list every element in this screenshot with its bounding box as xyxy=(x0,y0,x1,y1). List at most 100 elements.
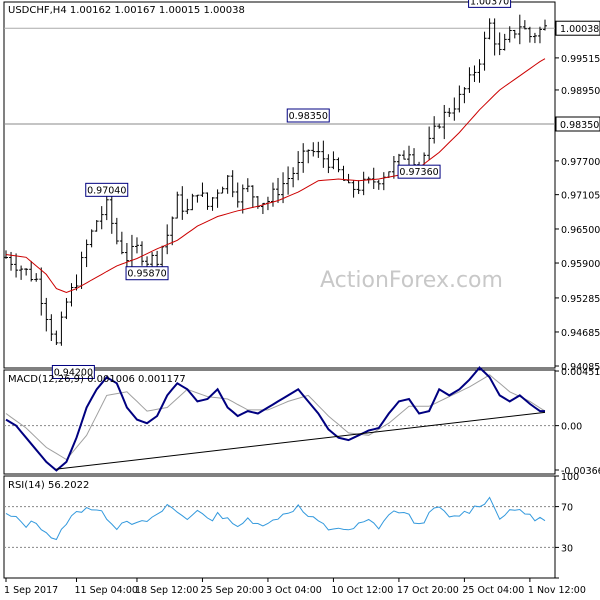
ohlc-bar xyxy=(250,185,255,208)
ohlc-bar xyxy=(543,19,547,31)
price-annotation: 0.97040 xyxy=(85,182,129,197)
ohlc-bar xyxy=(462,87,467,104)
price-layer: 0.94200 0.97040 0.95870 0.98350 0.97360 1.003… xyxy=(4,0,555,379)
ohlc-bar xyxy=(492,18,497,56)
ohlc-bar xyxy=(502,33,507,51)
x-tick-label: 25 Sep 20:00 xyxy=(200,585,263,596)
ohlc-bar xyxy=(326,154,331,174)
ohlc-bar xyxy=(296,151,301,181)
ohlc-bar xyxy=(24,268,29,276)
x-tick-label: 10 Oct 12:00 xyxy=(331,585,393,596)
ohlc-bar xyxy=(401,150,406,160)
ohlc-bar xyxy=(482,31,487,71)
rsi-title: RSI(14) 56.2022 xyxy=(8,480,89,491)
ohlc-bar xyxy=(291,167,296,188)
macd-tick-label: 0.004516 xyxy=(561,367,600,378)
price-annotation: 0.97360 xyxy=(397,164,441,179)
ohlc-bar xyxy=(89,229,94,248)
ohlc-bar xyxy=(270,182,275,207)
ohlc-bar xyxy=(477,59,482,83)
ohlc-bar xyxy=(39,267,44,316)
rsi-tick-label: 70 xyxy=(561,503,573,514)
price-tick-label: 0.96500 xyxy=(561,225,600,236)
ohlc-bar xyxy=(235,182,240,208)
ohlc-bar xyxy=(442,104,447,140)
price-tick-label: 0.94085 xyxy=(561,362,600,373)
x-tick-label: 11 Sep 04:00 xyxy=(75,585,138,596)
ohlc-bar xyxy=(376,179,381,190)
ohlc-bar xyxy=(507,26,512,43)
rsi-tick-label: 100 xyxy=(561,472,579,483)
ohlc-bar xyxy=(391,156,396,179)
ohlc-bar xyxy=(205,192,210,210)
ohlc-bar xyxy=(447,107,452,117)
ohlc-bar xyxy=(487,18,492,40)
current-price-box xyxy=(555,20,600,36)
ohlc-bar xyxy=(432,116,437,144)
rsi-line xyxy=(5,496,546,541)
ohlc-bar xyxy=(104,195,109,221)
macd-layer xyxy=(4,366,555,472)
price-annotation-label: 0.94200 xyxy=(54,367,93,378)
ohlc-bar xyxy=(64,297,69,320)
ohlc-bar xyxy=(532,32,537,44)
price-annotation: 1.00370 xyxy=(468,0,512,8)
price-annotation-label: 0.97360 xyxy=(399,167,438,178)
ohlc-bar xyxy=(537,26,542,44)
ohlc-bar xyxy=(44,297,49,332)
macd-tick-label: -0.003668 xyxy=(561,466,600,477)
price-tick-label: 0.97105 xyxy=(561,191,600,202)
price-tick-label: 0.95285 xyxy=(561,294,600,305)
ohlc-bar xyxy=(14,253,19,278)
ohlc-bar xyxy=(34,273,39,282)
price-title: USDCHF,H4 1.00162 1.00167 1.00015 1.0003… xyxy=(8,5,245,16)
ohlc-bar xyxy=(427,126,432,161)
price-annotation-label: 0.95870 xyxy=(127,269,166,280)
ohlc-bar xyxy=(472,65,477,82)
rsi-panel-frame xyxy=(3,475,556,579)
ohlc-bar xyxy=(210,197,215,211)
ohlc-bar xyxy=(215,189,220,208)
ohlc-bar xyxy=(341,165,346,181)
ohlc-bar xyxy=(180,186,185,220)
price-tick-label: 0.94685 xyxy=(561,328,600,339)
ohlc-bar xyxy=(281,172,286,204)
ohlc-bar xyxy=(195,194,200,203)
x-tick-label: 3 Oct 04:00 xyxy=(266,585,322,596)
price-annotation-box xyxy=(85,182,129,197)
price-annotation: 0.94200 xyxy=(51,364,95,379)
ohlc-bar xyxy=(437,123,442,129)
ohlc-bar xyxy=(114,217,119,245)
price-annotation-box xyxy=(397,164,441,179)
ohlc-bar xyxy=(74,274,79,291)
ohlc-bar xyxy=(134,237,139,254)
price-tick-label: 0.95900 xyxy=(561,259,600,270)
ohlc-bar xyxy=(140,241,145,266)
x-tick-label: 1 Nov 12:00 xyxy=(528,585,586,596)
ohlc-bar xyxy=(230,170,235,198)
macd-line xyxy=(5,366,545,472)
ohlc-bar xyxy=(94,220,99,232)
ohlc-bar xyxy=(321,140,326,168)
macd-signal-line xyxy=(5,374,546,461)
ohlc-bar xyxy=(306,149,311,164)
ohlc-bar xyxy=(517,14,522,45)
ohlc-bar xyxy=(522,20,527,30)
ohlc-bar xyxy=(457,85,462,113)
ohlc-bar xyxy=(225,175,230,194)
ohlc-bar xyxy=(301,143,306,173)
ohlc-bar xyxy=(276,177,281,203)
ohlc-bar xyxy=(527,26,532,43)
price-annotation-box xyxy=(125,266,169,281)
ohlc-bar xyxy=(220,186,225,194)
price-tick-label: 0.99515 xyxy=(561,54,600,65)
ohlc-bar xyxy=(240,184,245,214)
axis-layer: 1.00038 0.99515 0.98950 0.98350 0.97700 0.971… xyxy=(4,20,600,596)
price-tick-label: 0.98950 xyxy=(561,86,600,97)
price-annotation-label: 1.00370 xyxy=(470,0,509,7)
current-price-tag: 1.00038 xyxy=(555,20,600,36)
watermark: ActionForex.com xyxy=(320,268,503,293)
price-annotation-box xyxy=(286,108,330,123)
ohlc-bar xyxy=(316,141,321,158)
